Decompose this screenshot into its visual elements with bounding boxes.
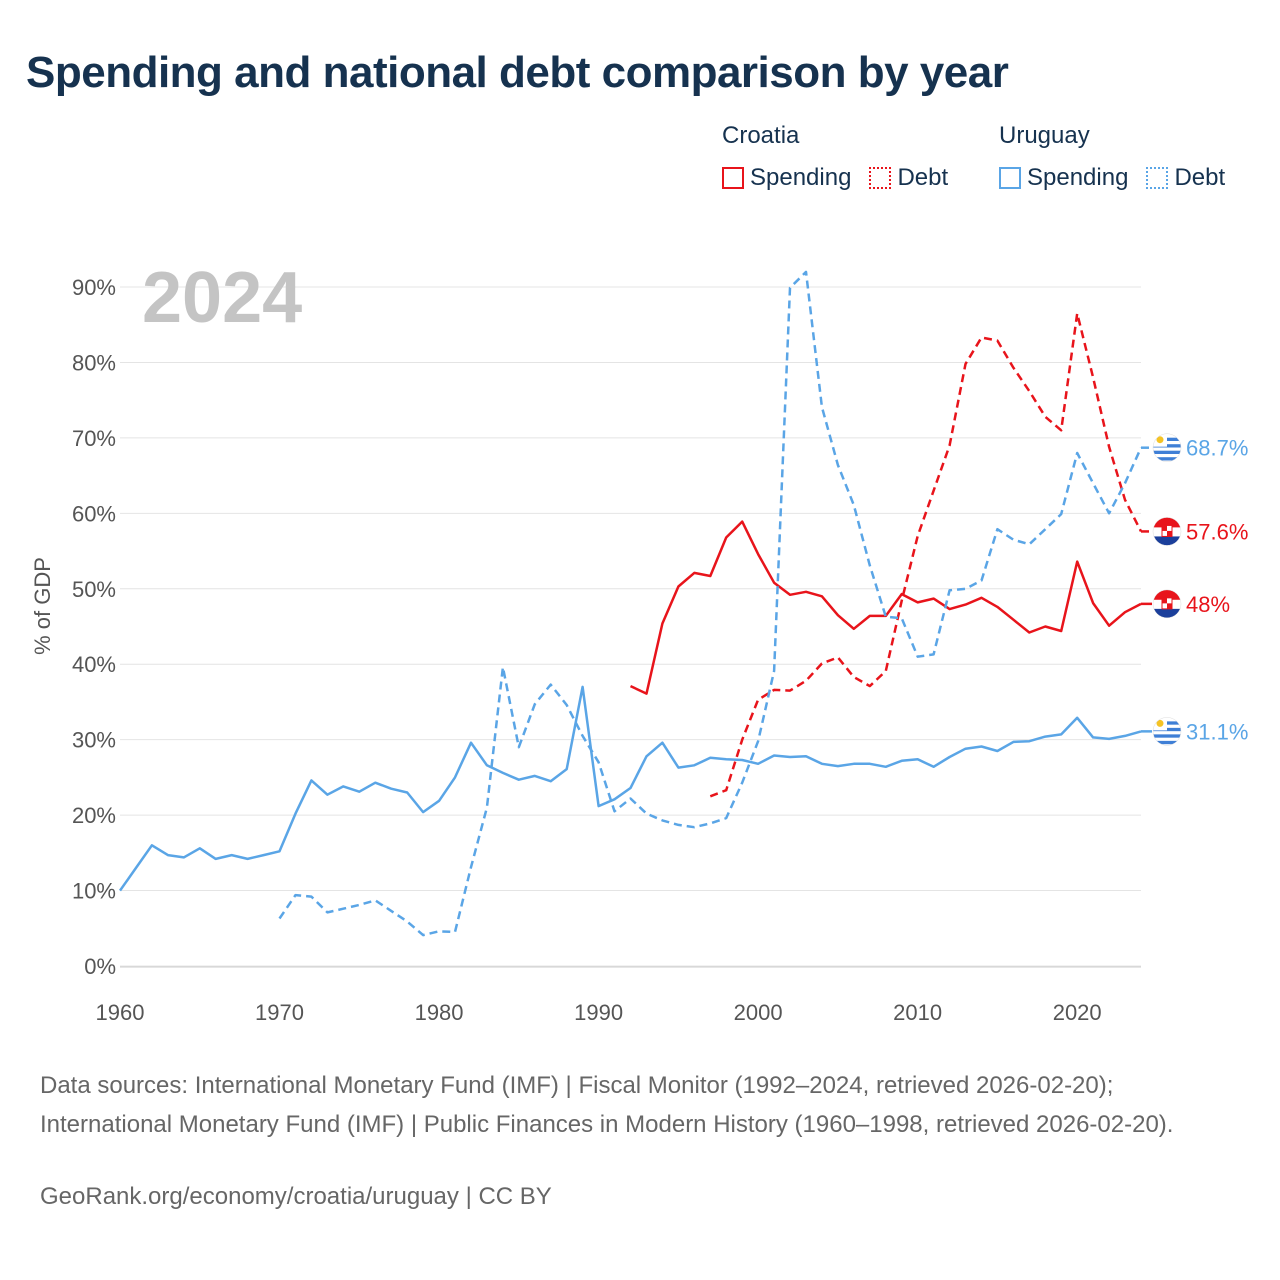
y-tick-label: 20%	[72, 803, 116, 828]
flag-layer: 48% 57.6% 31.1% 68.7%	[1152, 433, 1248, 746]
legend-swatch-dotted-icon	[1146, 167, 1169, 189]
legend-uruguay-spending[interactable]: Spending	[999, 164, 1128, 192]
legend-uruguay-debt[interactable]: Debt	[1146, 164, 1225, 192]
legend-swatch-dotted-icon	[869, 167, 892, 189]
legend-croatia-spending[interactable]: Spending	[722, 164, 851, 192]
legend-swatch-solid-icon	[999, 167, 1021, 189]
y-tick-label: 50%	[72, 577, 116, 602]
series-line-uruguay-spending[interactable]	[118, 685, 1142, 892]
y-tick-label: 70%	[72, 426, 116, 451]
legend-country-croatia: Croatia	[722, 122, 800, 149]
legend-label: Spending	[750, 164, 852, 191]
x-tick-label: 1990	[574, 1000, 623, 1025]
grid-layer	[120, 286, 1141, 967]
chart-title: Spending and national debt comparison by…	[26, 48, 1009, 97]
uruguay-flag-icon	[1152, 717, 1182, 746]
legend-croatia-debt[interactable]: Debt	[869, 164, 948, 192]
line-chart: 2024 0% 10% 20% 30% 40% 50% 60% 70% 80% 90% 1960 19…	[30, 258, 1248, 1025]
x-tick-label: 2020	[1053, 1000, 1102, 1025]
series-line-croatia-debt[interactable]	[709, 312, 1143, 798]
x-tick-label: 2010	[893, 1000, 942, 1025]
y-tick-label: 30%	[72, 728, 116, 753]
legend-uruguay: Uruguay Spending Debt	[999, 122, 1243, 192]
croatia-flag-icon	[1152, 589, 1182, 619]
data-sources: Data sources: International Monetary Fun…	[40, 1072, 1174, 1138]
legend-label: Debt	[1174, 164, 1226, 191]
series-layer	[118, 270, 1152, 937]
series-end-label: 57.6%	[1186, 519, 1248, 544]
y-axis-label: % of GDP	[30, 557, 55, 655]
series-end-label: 68.7%	[1186, 436, 1248, 461]
axis-layer: 0% 10% 20% 30% 40% 50% 60% 70% 80% 90% 1960 1970 198…	[72, 275, 1141, 1025]
y-tick-label: 60%	[72, 501, 116, 526]
x-tick-label: 1970	[255, 1000, 304, 1025]
legend-swatch-solid-icon	[722, 167, 744, 189]
x-tick-label: 1960	[96, 1000, 145, 1025]
y-tick-label: 90%	[72, 275, 116, 300]
legend-country-uruguay: Uruguay	[999, 122, 1090, 149]
x-tick-label: 2000	[734, 1000, 783, 1025]
series-end-label: 31.1%	[1186, 719, 1248, 744]
y-tick-label: 0%	[84, 954, 116, 979]
series-line-uruguay-debt[interactable]	[278, 270, 1143, 937]
year-watermark: 2024	[142, 258, 302, 338]
y-tick-label: 10%	[72, 879, 116, 904]
legend-label: Debt	[897, 164, 949, 191]
y-tick-label: 40%	[72, 652, 116, 677]
credit-link[interactable]: GeoRank.org/economy/croatia/uruguay | CC…	[40, 1183, 552, 1210]
legend-label: Spending	[1027, 164, 1129, 191]
uruguay-flag-icon	[1152, 433, 1182, 462]
croatia-flag-icon	[1152, 517, 1182, 546]
series-end-label: 48%	[1186, 592, 1230, 617]
legend-croatia: Croatia Spending Debt	[722, 122, 966, 192]
x-tick-label: 1980	[415, 1000, 464, 1025]
y-tick-label: 80%	[72, 350, 116, 375]
